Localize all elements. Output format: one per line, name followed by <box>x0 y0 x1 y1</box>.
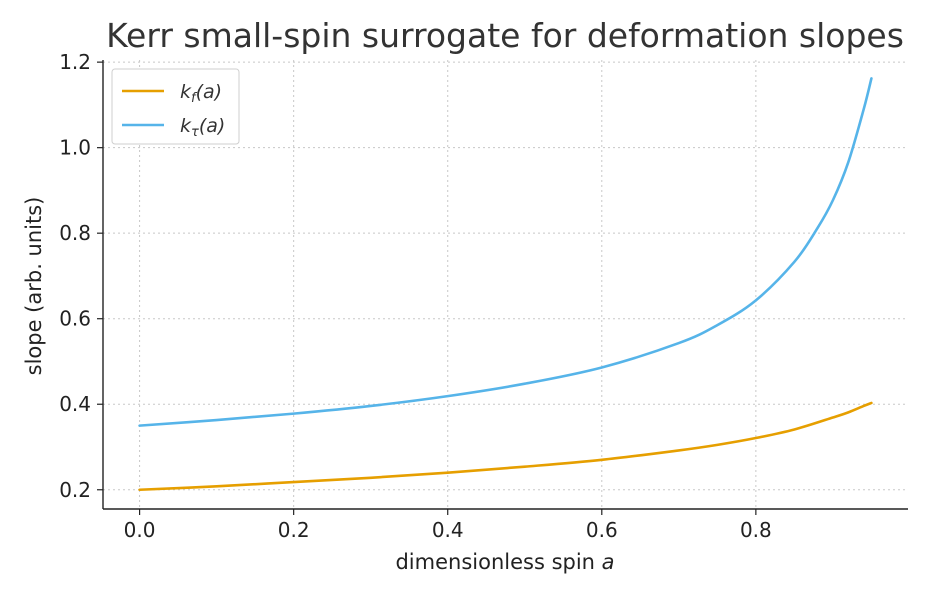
chart-title: Kerr small-spin surrogate for deformatio… <box>106 16 904 55</box>
y-tick-label: 1.2 <box>59 50 91 74</box>
y-tick-label: 0.2 <box>59 478 91 502</box>
y-tick-label: 0.6 <box>59 307 91 331</box>
x-tick-label: 0.6 <box>586 518 618 542</box>
axis-ticks: 0.0 0.2 0.4 0.6 0.8 0.2 0.4 0.6 0.8 1.0 1.2 <box>59 50 772 542</box>
y-axis-label: slope (arb. units) <box>22 197 46 376</box>
x-tick-label: 0.4 <box>432 518 464 542</box>
series-line-k-tau <box>138 77 873 427</box>
grid-lines <box>103 60 908 509</box>
series-lines <box>138 77 873 492</box>
y-tick-label: 1.0 <box>59 136 91 160</box>
x-axis-label-var: a <box>602 550 615 574</box>
axes <box>102 60 908 510</box>
legend-label: kf(a) <box>180 81 222 106</box>
legend: kf(a) kτ(a) <box>111 68 240 145</box>
x-tick-label: 0.8 <box>740 518 772 542</box>
legend-items: kf(a) kτ(a) <box>122 81 225 140</box>
x-axis-label-text: dimensionless spin <box>395 550 601 574</box>
x-tick-label: 0.2 <box>278 518 310 542</box>
series-line-k-f <box>138 401 873 492</box>
legend-label: kτ(a) <box>180 115 225 140</box>
y-tick-label: 0.8 <box>59 221 91 245</box>
x-axis-label: dimensionless spin a <box>395 550 614 574</box>
y-tick-label: 0.4 <box>59 392 91 416</box>
x-tick-label: 0.0 <box>124 518 156 542</box>
